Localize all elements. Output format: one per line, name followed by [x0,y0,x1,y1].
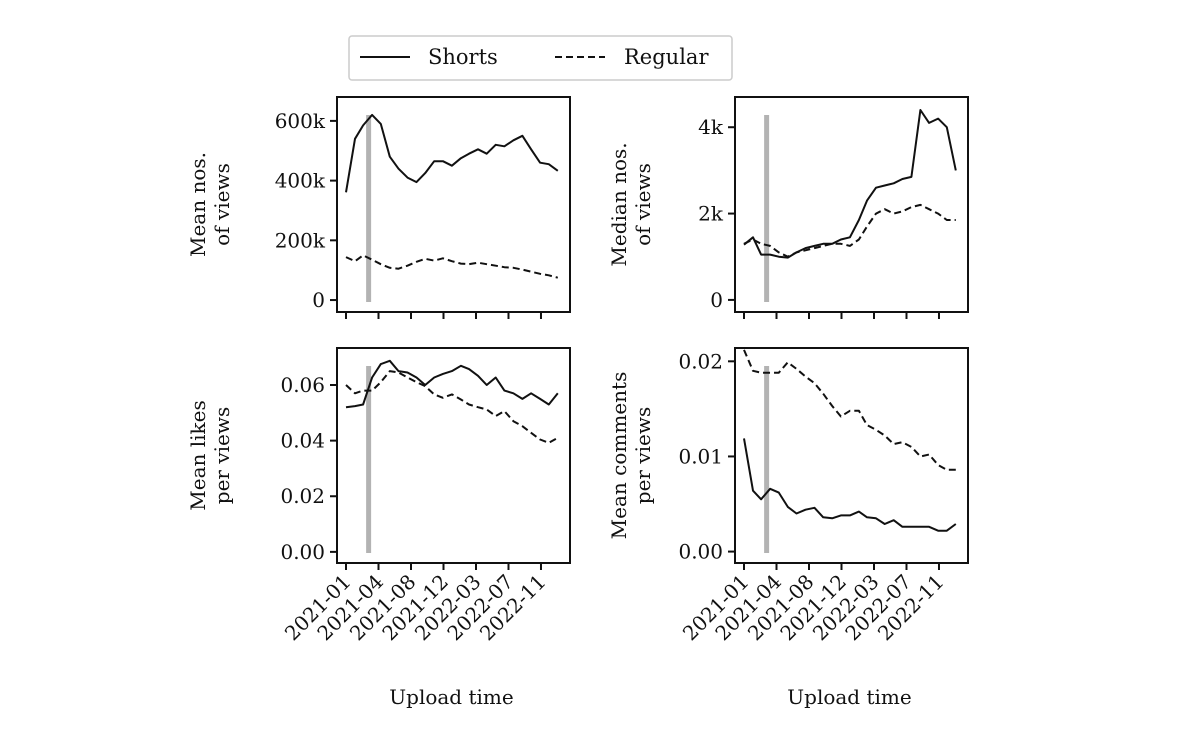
x-axis-label: Upload time [787,685,911,709]
plot-frame [336,96,571,313]
series-line-shorts [743,109,957,259]
series-line-regular [345,254,559,279]
y-axis-label: of views [631,163,655,246]
y-tick-label: 0.02 [280,484,325,508]
series-line-regular [743,349,956,471]
y-tick-label: 200k [275,228,326,252]
y-tick-label: 4k [698,115,724,139]
series-line-regular [743,203,956,258]
y-axis-label: Mean comments [607,372,631,540]
subplot-4: 0.000.010.022021-012021-042021-082021-12… [607,347,969,709]
y-tick-label: 400k [275,169,326,193]
plot-frame [336,347,571,564]
subplot-3: 0.000.020.040.062021-012021-042021-08202… [186,347,571,709]
series-line-shorts [345,359,559,409]
y-tick-label: 0.00 [678,540,723,564]
y-tick-label: 0.04 [280,429,325,453]
y-tick-label: 0.02 [678,349,723,373]
series-line-shorts [345,113,559,193]
legend-shorts-label: Shorts [428,45,498,69]
plot-frame [734,96,969,313]
y-axis-label: per views [631,407,655,504]
series-line-shorts [743,438,957,532]
subplot-2: 0 2k 4k Median nos. of views [607,96,969,319]
y-tick-label: 0.01 [678,444,723,468]
y-tick-label: 0.06 [280,373,325,397]
y-axis-label: Median nos. [607,142,631,266]
legend: Shorts Regular [348,35,733,81]
y-tick-label: 600k [275,109,326,133]
legend-regular-label: Regular [624,45,709,69]
y-tick-label: 0 [710,288,723,312]
x-axis-label: Upload time [389,685,513,709]
y-axis-label: Mean likes [186,400,210,511]
subplot-1: 0 200k 400k 600k Mean nos. of views [186,96,571,319]
series-line-regular [345,370,559,444]
y-tick-label: 0.00 [280,540,325,564]
y-axis-label: of views [210,163,234,246]
plot-frame [734,347,969,564]
y-axis-label: per views [210,407,234,504]
y-axis-label: Mean nos. [186,152,210,257]
y-tick-label: 2k [698,202,724,226]
y-tick-label: 0 [312,288,325,312]
legend-frame [348,35,733,81]
